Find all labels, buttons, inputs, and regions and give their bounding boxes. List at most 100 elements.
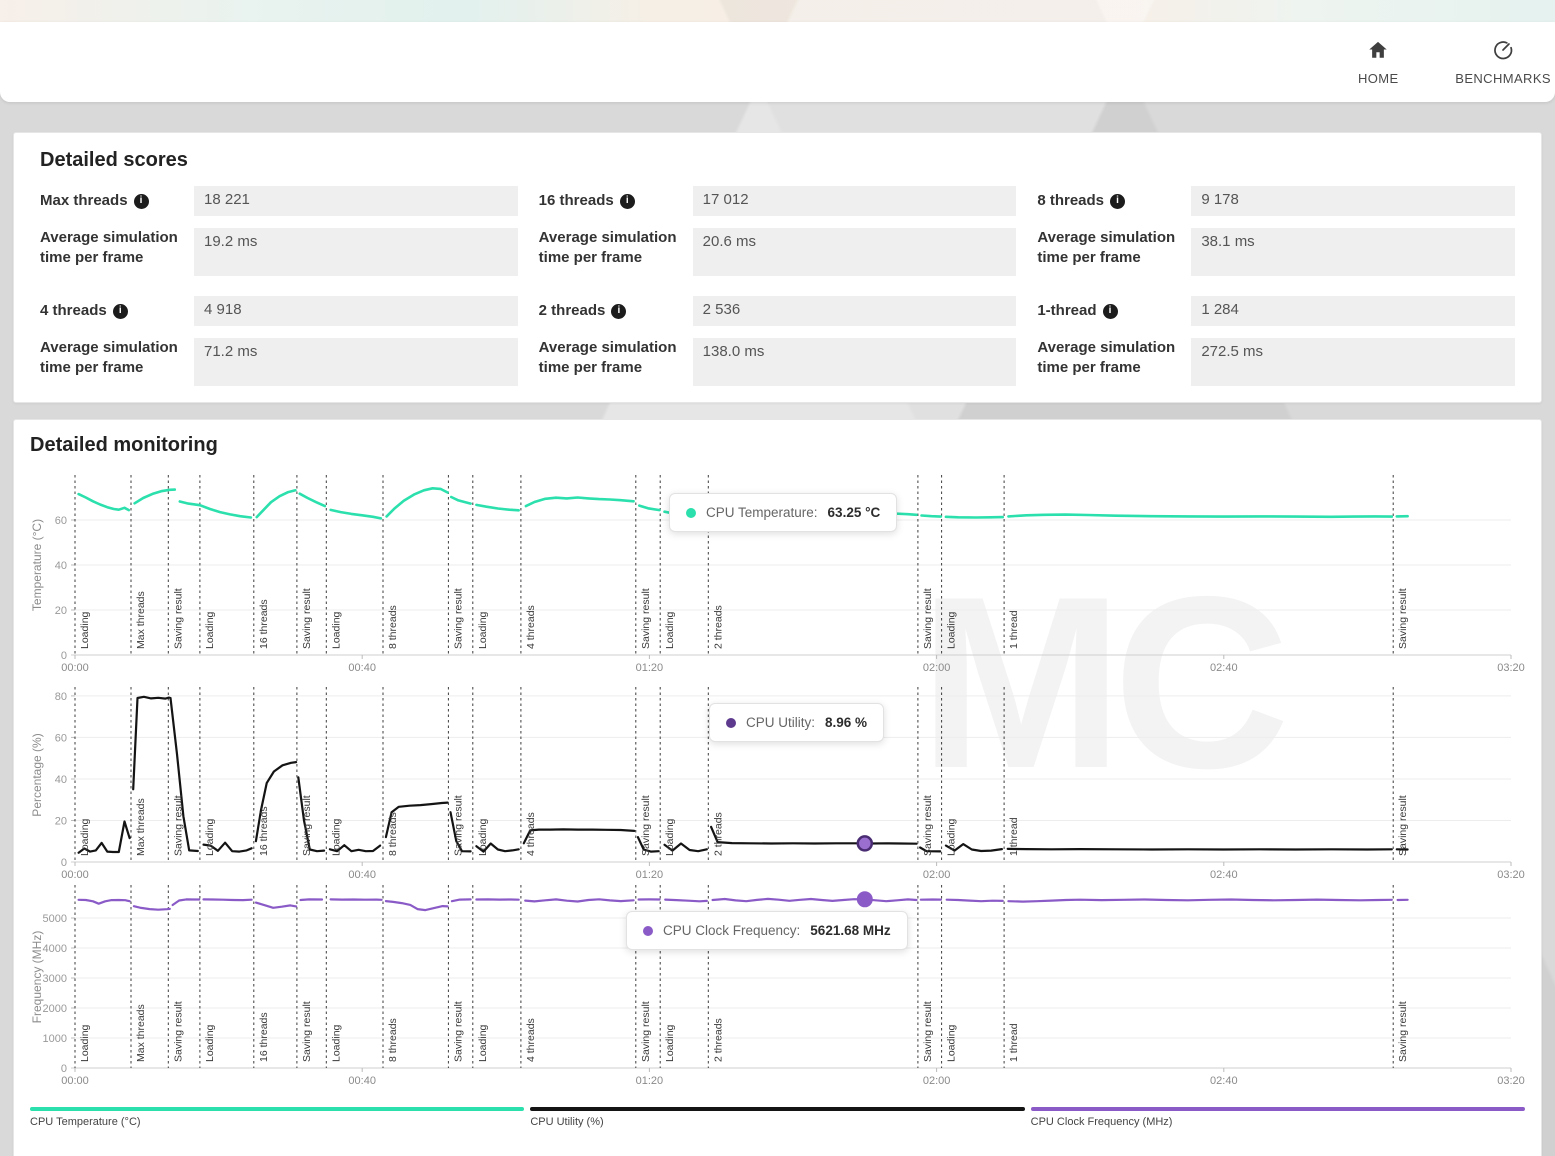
tooltip-dot xyxy=(686,507,696,518)
svg-text:Max threads: Max threads xyxy=(135,591,147,649)
svg-text:00:40: 00:40 xyxy=(348,662,376,674)
score-value: 17 012 xyxy=(692,186,1017,216)
svg-text:Loading: Loading xyxy=(946,611,958,649)
svg-text:Max threads: Max threads xyxy=(135,798,147,856)
svg-text:16 threads: 16 threads xyxy=(258,1012,270,1062)
cpu-frequency-chart[interactable]: CPU Clock Frequency: 5621.68 MHz 0 1000 20… xyxy=(30,879,1525,1091)
svg-text:Loading: Loading xyxy=(204,1024,216,1062)
score-value: 2 536 xyxy=(692,296,1017,326)
nav-benchmarks-label: BENCHMARKS xyxy=(1455,70,1551,86)
score-block-1-thread: 1-thread i 1 284 Average simulation time … xyxy=(1037,296,1515,386)
info-icon[interactable]: i xyxy=(133,193,149,209)
svg-text:Saving result: Saving result xyxy=(640,588,652,649)
nav-benchmarks[interactable]: BENCHMARKS xyxy=(1455,39,1551,86)
svg-text:1 thread: 1 thread xyxy=(1008,610,1020,649)
svg-text:Saving result: Saving result xyxy=(1397,795,1409,856)
svg-text:Loading: Loading xyxy=(204,818,216,856)
score-label: 8 threads xyxy=(1037,191,1105,209)
legend-cpu-utility[interactable]: CPU Utility (%) xyxy=(530,1107,1025,1128)
legend-cpu-temperature[interactable]: CPU Temperature (°C) xyxy=(30,1107,525,1128)
detailed-monitoring-title: Detailed monitoring xyxy=(30,434,218,456)
avg-label: Average simulation time per frame xyxy=(1037,229,1176,267)
cpu-utility-tooltip: CPU Utility: 8.96 % xyxy=(709,703,885,742)
svg-text:2 threads: 2 threads xyxy=(712,1018,724,1062)
svg-text:00:00: 00:00 xyxy=(61,1075,89,1087)
nav-home-label: HOME xyxy=(1357,70,1399,86)
svg-text:1000: 1000 xyxy=(43,1033,67,1045)
svg-text:Loading: Loading xyxy=(330,611,342,649)
svg-text:Loading: Loading xyxy=(477,818,489,856)
svg-text:0: 0 xyxy=(61,1063,67,1075)
avg-value: 19.2 ms xyxy=(194,228,518,276)
home-icon xyxy=(1367,39,1389,66)
svg-text:Saving result: Saving result xyxy=(172,588,184,649)
svg-text:Loading: Loading xyxy=(204,611,216,649)
svg-text:2 threads: 2 threads xyxy=(712,605,724,649)
svg-text:Saving result: Saving result xyxy=(452,795,464,856)
info-icon[interactable]: i xyxy=(611,303,627,319)
svg-text:Frequency (MHz): Frequency (MHz) xyxy=(30,931,44,1024)
svg-text:Temperature (°C): Temperature (°C) xyxy=(30,519,44,611)
info-icon[interactable]: i xyxy=(1110,193,1126,209)
legend-bar xyxy=(1030,1107,1525,1111)
score-block-8-threads: 8 threads i 9 178 Average simulation time… xyxy=(1037,186,1515,276)
cpu-clock-frequency-plot[interactable]: 0 1000 2000 3000 4000 5000 00:00 00:40 01:20 02:0… xyxy=(30,879,1530,1091)
score-value: 18 221 xyxy=(194,186,518,216)
cpu-temperature-tooltip: CPU Temperature: 63.25 °C xyxy=(669,493,898,532)
svg-text:03:20: 03:20 xyxy=(1497,869,1525,879)
svg-text:Max threads: Max threads xyxy=(135,1004,147,1062)
svg-text:20: 20 xyxy=(55,605,67,617)
svg-text:Loading: Loading xyxy=(477,611,489,649)
avg-value: 272.5 ms xyxy=(1191,338,1515,386)
svg-text:8 threads: 8 threads xyxy=(387,605,399,649)
score-value: 1 284 xyxy=(1191,296,1515,326)
svg-text:Saving result: Saving result xyxy=(301,1001,313,1062)
page-body: Detailed scores Max threads i 18 221 Aver… xyxy=(0,102,1555,1156)
svg-text:8 threads: 8 threads xyxy=(387,1018,399,1062)
svg-text:Saving result: Saving result xyxy=(640,1001,652,1062)
score-block-2-threads: 2 threads i 2 536 Average simulation time… xyxy=(539,296,1017,386)
svg-text:Loading: Loading xyxy=(79,1024,91,1062)
svg-text:2000: 2000 xyxy=(43,1003,67,1015)
svg-text:Saving result: Saving result xyxy=(301,795,313,856)
score-value: 4 918 xyxy=(194,296,518,326)
svg-text:03:20: 03:20 xyxy=(1497,1075,1525,1087)
svg-text:Loading: Loading xyxy=(664,611,676,649)
svg-text:Loading: Loading xyxy=(79,818,91,856)
avg-label: Average simulation time per frame xyxy=(538,229,677,267)
svg-text:02:00: 02:00 xyxy=(923,1075,951,1087)
chart-legend: CPU Temperature (°C) CPU Utility (%) CPU… xyxy=(30,1107,1525,1128)
legend-cpu-frequency[interactable]: CPU Clock Frequency (MHz) xyxy=(1030,1107,1525,1128)
svg-text:40: 40 xyxy=(55,560,67,572)
svg-text:0: 0 xyxy=(61,650,67,662)
avg-value: 38.1 ms xyxy=(1191,228,1515,276)
scores-grid: Max threads i 18 221 Average simulation t… xyxy=(40,186,1515,386)
svg-text:00:00: 00:00 xyxy=(61,662,89,674)
svg-text:Saving result: Saving result xyxy=(640,795,652,856)
main-nav: HOME BENCHMARKS xyxy=(1343,39,1555,86)
nav-home[interactable]: HOME xyxy=(1343,39,1413,86)
info-icon[interactable]: i xyxy=(619,193,635,209)
mc-watermark: MC xyxy=(919,545,1290,819)
cpu-temperature-chart[interactable]: CPU Temperature: 63.25 °C 0 20 40 60 00:00 00… xyxy=(30,463,1525,679)
svg-text:4000: 4000 xyxy=(43,943,67,955)
svg-text:80: 80 xyxy=(55,691,67,703)
avg-label: Average simulation time per frame xyxy=(40,339,178,377)
svg-text:Percentage (%): Percentage (%) xyxy=(30,733,44,816)
svg-text:Loading: Loading xyxy=(477,1024,489,1062)
avg-label: Average simulation time per frame xyxy=(538,339,677,377)
info-icon[interactable]: i xyxy=(112,303,128,319)
svg-text:60: 60 xyxy=(55,732,67,744)
cpu-utility-plot[interactable]: 0 20 40 60 80 00:00 00:40 01:20 02:00 02:40 03:20 L… xyxy=(30,679,1530,879)
info-icon[interactable]: i xyxy=(1102,303,1118,319)
score-label: 4 threads xyxy=(40,301,107,319)
cpu-utility-chart[interactable]: CPU Utility: 8.96 % 0 20 40 60 80 00:00 00:40 0… xyxy=(30,679,1525,879)
svg-text:Loading: Loading xyxy=(330,818,342,856)
svg-text:8 threads: 8 threads xyxy=(387,812,399,856)
svg-text:02:40: 02:40 xyxy=(1210,662,1238,674)
svg-text:3000: 3000 xyxy=(43,973,67,985)
svg-text:Loading: Loading xyxy=(664,818,676,856)
cpu-frequency-tooltip: CPU Clock Frequency: 5621.68 MHz xyxy=(626,911,908,950)
cpu-temperature-plot[interactable]: 0 20 40 60 00:00 00:40 01:20 02:00 02:40 03:20 Loa… xyxy=(30,463,1530,679)
score-label: 16 threads xyxy=(538,191,614,209)
